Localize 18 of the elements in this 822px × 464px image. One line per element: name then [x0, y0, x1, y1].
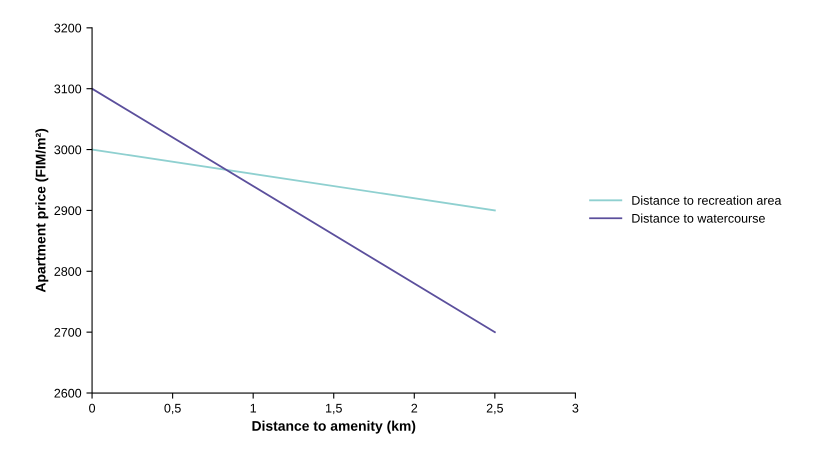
- y-tick-label: 3100: [54, 84, 82, 94]
- y-tick-label: 2700: [54, 328, 82, 337]
- legend-label: Distance to watercourse: [632, 214, 765, 223]
- y-tick-label: 2900: [54, 206, 82, 216]
- x-tick-label: 3: [572, 404, 578, 413]
- legend-label: Distance to recreation area: [632, 196, 782, 205]
- x-tick-label: 2: [411, 404, 418, 412]
- x-tick-label: 0: [89, 404, 96, 413]
- y-tick-label: 2800: [54, 267, 82, 276]
- y-axis-title: Apartment price (FIM/m²): [35, 128, 48, 292]
- x-tick-label: 0,5: [164, 404, 181, 414]
- x-tick-label: 1,5: [326, 404, 342, 414]
- y-tick-label: 3000: [54, 145, 82, 154]
- y-tick-label: 2600: [54, 388, 82, 398]
- x-tick-label: 2,5: [486, 404, 504, 414]
- x-axis-title: Distance to amenity (km): [252, 420, 416, 434]
- x-tick-label: 1: [250, 404, 256, 412]
- y-tick-label: 3200: [54, 24, 82, 32]
